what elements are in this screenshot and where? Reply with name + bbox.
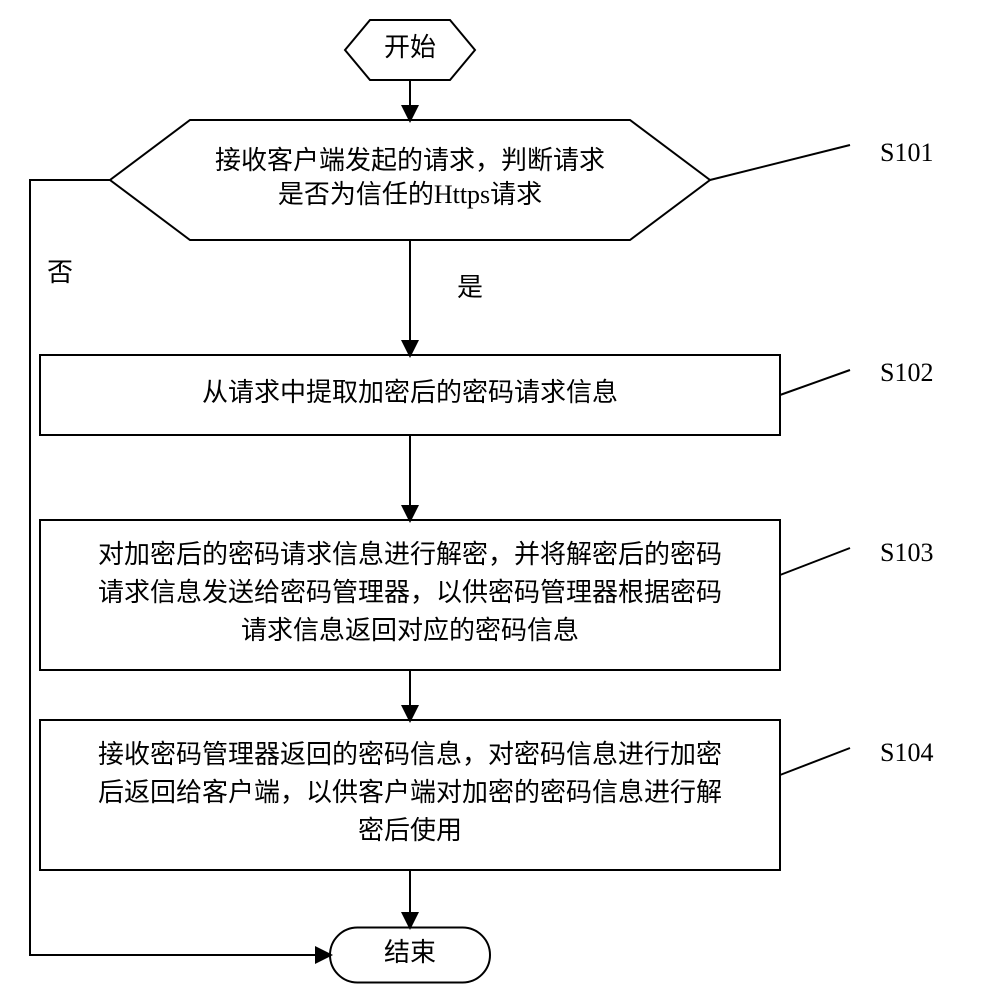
svg-text:S104: S104 — [880, 738, 933, 767]
flowchart-canvas: 开始接收客户端发起的请求，判断请求是否为信任的Https请求从请求中提取加密后的… — [0, 0, 999, 1000]
svg-text:接收客户端发起的请求，判断请求: 接收客户端发起的请求，判断请求 — [215, 146, 605, 175]
step-label-S103: S103 — [780, 538, 933, 575]
svg-text:请求信息返回对应的密码信息: 请求信息返回对应的密码信息 — [241, 616, 579, 645]
svg-text:否: 否 — [47, 258, 73, 287]
svg-text:对加密后的密码请求信息进行解密，并将解密后的密码: 对加密后的密码请求信息进行解密，并将解密后的密码 — [98, 540, 722, 569]
node-end: 结束 — [330, 928, 490, 983]
svg-text:开始: 开始 — [384, 33, 436, 62]
svg-text:是: 是 — [457, 273, 483, 302]
svg-text:后返回给客户端，以供客户端对加密的密码信息进行解: 后返回给客户端，以供客户端对加密的密码信息进行解 — [98, 778, 722, 807]
svg-text:是否为信任的Https请求: 是否为信任的Https请求 — [278, 180, 542, 209]
step-label-S104: S104 — [780, 738, 933, 775]
step-label-S101: S101 — [710, 138, 933, 180]
edge-1: 是 — [410, 240, 483, 355]
svg-text:S101: S101 — [880, 138, 933, 167]
svg-text:S102: S102 — [880, 358, 933, 387]
svg-text:接收密码管理器返回的密码信息，对密码信息进行加密: 接收密码管理器返回的密码信息，对密码信息进行加密 — [98, 740, 722, 769]
node-s104: 接收密码管理器返回的密码信息，对密码信息进行加密后返回给客户端，以供客户端对加密… — [40, 720, 780, 870]
node-start: 开始 — [345, 20, 475, 80]
svg-text:结束: 结束 — [384, 938, 436, 967]
svg-text:密后使用: 密后使用 — [358, 816, 462, 845]
svg-text:S103: S103 — [880, 538, 933, 567]
svg-text:从请求中提取加密后的密码请求信息: 从请求中提取加密后的密码请求信息 — [202, 378, 618, 407]
node-s103: 对加密后的密码请求信息进行解密，并将解密后的密码请求信息发送给密码管理器，以供密… — [40, 520, 780, 670]
node-s102: 从请求中提取加密后的密码请求信息 — [40, 355, 780, 435]
step-label-S102: S102 — [780, 358, 933, 395]
node-decision: 接收客户端发起的请求，判断请求是否为信任的Https请求 — [110, 120, 710, 240]
svg-text:请求信息发送给密码管理器，以供密码管理器根据密码: 请求信息发送给密码管理器，以供密码管理器根据密码 — [98, 578, 722, 607]
